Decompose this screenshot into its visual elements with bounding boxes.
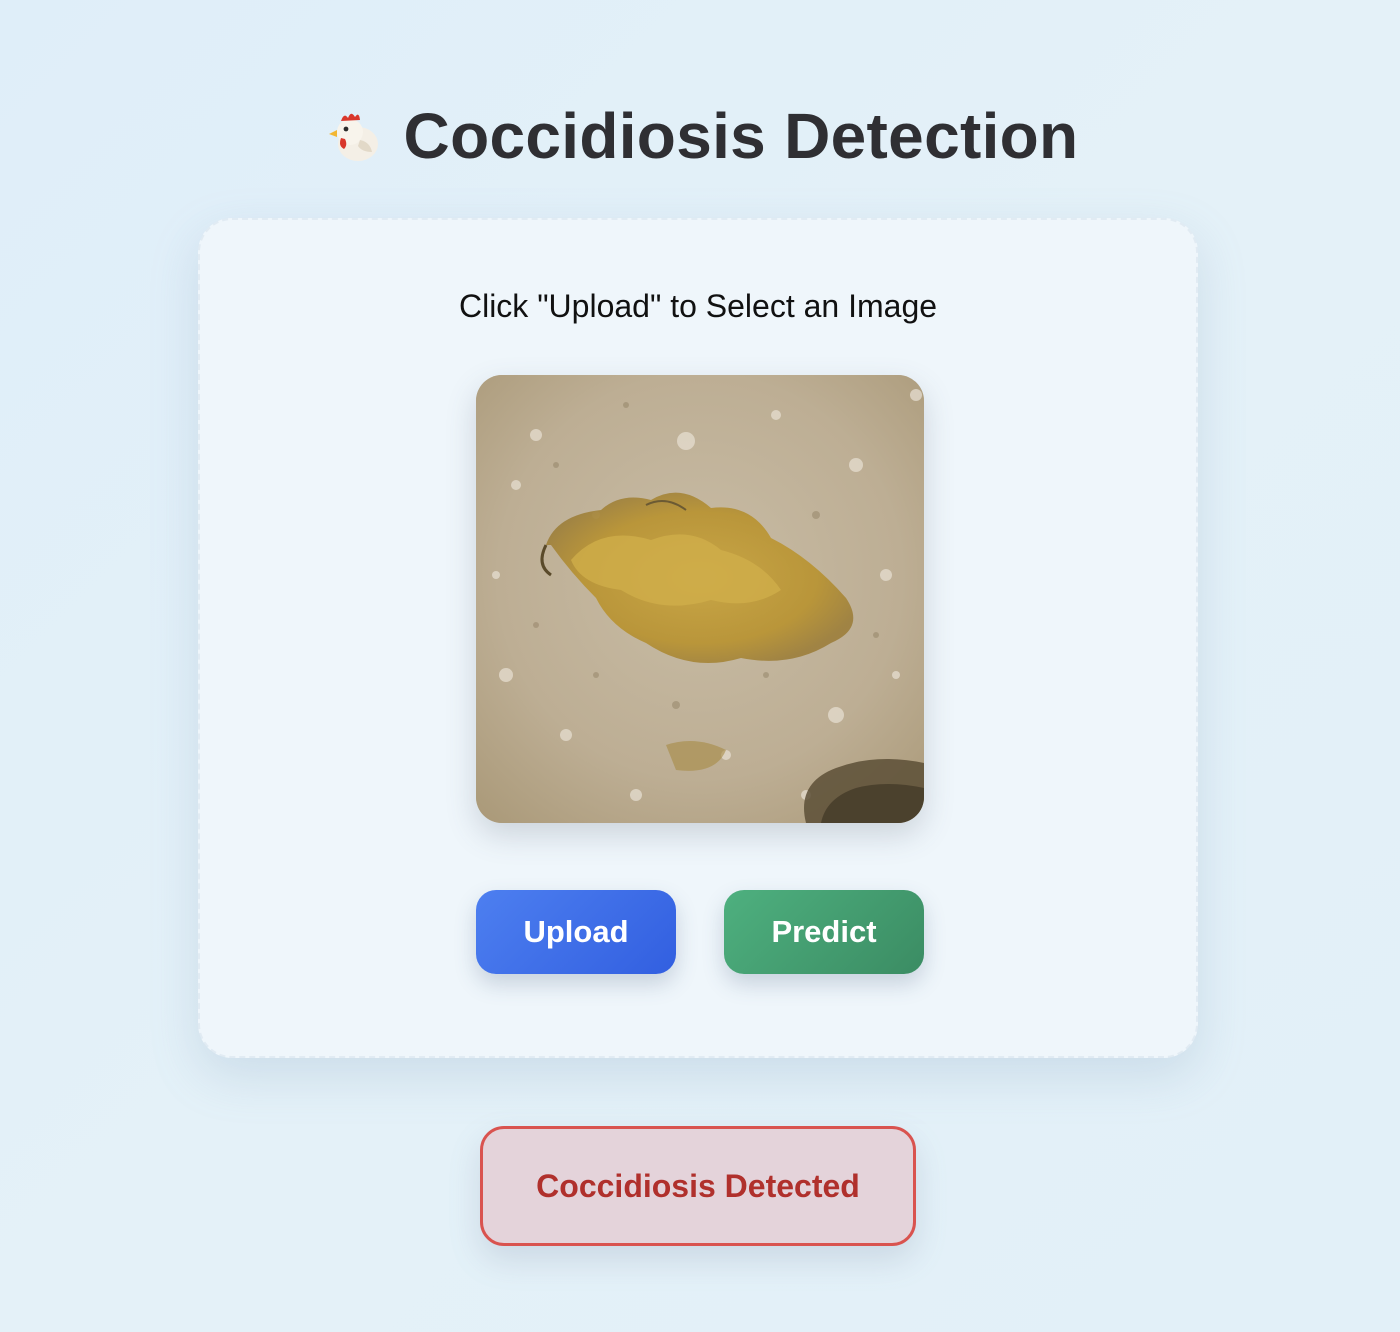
result-box: Coccidiosis Detected: [480, 1126, 916, 1246]
predict-button[interactable]: Predict: [724, 890, 924, 974]
page-title: Coccidiosis Detection: [403, 100, 1079, 172]
upload-button[interactable]: Upload: [476, 890, 676, 974]
page-header: Coccidiosis Detection: [0, 96, 1400, 176]
result-text: Coccidiosis Detected: [536, 1167, 860, 1204]
image-preview: [476, 375, 924, 823]
preview-photo: [476, 375, 924, 823]
upload-instruction: Click "Upload" to Select an Image: [458, 288, 938, 324]
rooster-icon: [322, 106, 382, 166]
upload-card: Click "Upload" to Select an Image: [198, 218, 1198, 1058]
